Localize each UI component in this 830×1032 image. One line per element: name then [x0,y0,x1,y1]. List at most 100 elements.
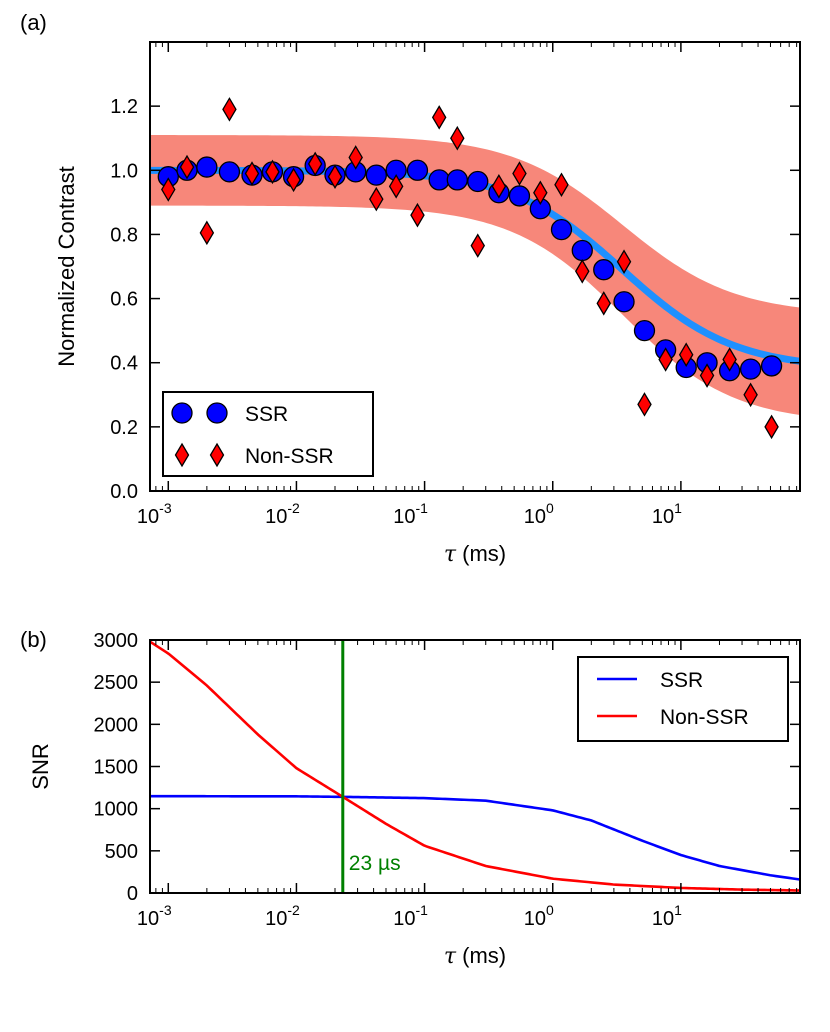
non-ssr-point [491,174,507,199]
ssr-point [467,170,489,193]
a-x-tick-label: 10-1 [393,500,428,528]
a-x-tick-exponent: -2 [287,500,300,516]
non-ssr-point [743,382,758,408]
b-x-tick-exponent: -2 [287,902,300,918]
non-ssr-point [699,363,715,388]
a-data-points [157,97,783,440]
panel-b: (b) 23 µs 10-3 10-2 10-1 100 101050010001500… [20,627,801,969]
a-y-axis-label: Normalized Contrast [54,166,79,367]
ssr-point [593,259,615,281]
ssr-point [365,164,387,186]
a-y-tick-label: 0.2 [110,417,138,439]
b-legend-non-ssr-label: Non-SSR [660,706,749,729]
ssr-point [508,185,531,207]
non-ssr-point [512,161,527,186]
a-x-tick-exponent: -1 [415,500,428,516]
non-ssr-point [307,151,323,177]
non-ssr-point [637,392,652,417]
b-y-tick-label: 1500 [94,757,139,779]
a-x-tick-label: 100 [524,500,554,528]
b-x-tick-label: 10-3 [137,902,172,930]
ssr-point [196,156,218,178]
non-ssr-point [410,202,425,228]
b-x-tick-label: 101 [652,902,682,930]
b-ssr-line [150,794,800,881]
a-y-tick-label: 1.0 [110,160,138,182]
non-ssr-point [388,174,404,199]
ssr-point [406,159,429,181]
b-legend-ssr-label: SSR [660,669,703,692]
non-ssr-point [222,97,237,122]
a-legend-non-ssr-marker-1 [174,442,190,468]
ssr-point [571,239,593,262]
non-ssr-point [678,342,694,367]
non-ssr-point [286,167,301,193]
b-y-tick-label: 3000 [94,630,139,652]
ssr-point [633,319,656,342]
b-series-lines: 23 µs [150,640,800,893]
non-ssr-point [348,145,363,170]
a-legend-ssr-marker-2 [206,402,228,424]
ssr-point [550,218,573,241]
a-x-tick-label: 10-2 [265,500,300,528]
b-y-tick-label: 2000 [94,714,139,736]
a-x-tick-label: 101 [652,500,682,528]
b-x-tick-exponent: -1 [415,902,428,918]
b-non-ssr-line [150,640,800,892]
panel-b-label: (b) [20,627,47,652]
a-x-tick-label: 10-3 [137,500,172,528]
non-ssr-point [369,186,384,212]
non-ssr-point [327,164,343,189]
non-ssr-point [658,347,673,372]
ssr-point [739,358,762,380]
non-ssr-point [554,172,569,197]
a-legend-ssr-marker-1 [171,402,193,424]
non-ssr-point [596,291,611,316]
ssr-point [428,169,450,191]
a-y-tick-label: 0.8 [110,224,138,246]
b-x-tick-exponent: -3 [159,902,172,918]
ssr-point [218,161,241,183]
non-ssr-point [179,154,195,180]
b-x-tick-label: 10-2 [265,902,300,930]
non-ssr-point [199,220,215,246]
non-ssr-point [161,177,176,202]
ssr-point [760,355,783,377]
a-frame [149,41,801,492]
a-legend-ssr-label: SSR [245,403,288,426]
b-x-axis-label: τ (ms) [444,943,506,969]
non-ssr-point [450,125,465,151]
b-x-tick-label: 10-1 [393,902,428,930]
ssr-point [613,291,635,313]
ssr-point [446,169,468,191]
a-y-tick-label: 1.2 [110,96,138,118]
b-y-tick-label: 2500 [94,672,139,694]
b-y-tick-label: 500 [105,841,138,863]
a-y-tick-label: 0.6 [110,289,138,311]
b-legend-box [577,656,789,742]
panel-a: (a) 10-3 10-2 10-1 100 101 0.0 0.2 0.4 0.6 0.8 1.0… [20,10,801,567]
b-y-tick-label: 0 [127,883,138,905]
non-ssr-point [764,414,779,440]
b-legend: SSR Non-SSR [577,656,789,742]
panel-a-label: (a) [20,10,47,35]
b-x-tick-exponent: 0 [546,902,554,918]
a-x-tick-exponent: -3 [159,500,172,516]
non-ssr-point [431,105,447,130]
b-vline-label: 23 µs [349,852,401,875]
a-legend-non-ssr-label: Non-SSR [245,445,334,468]
a-y-tick-label: 0.0 [110,481,138,503]
a-legend-non-ssr-marker-2 [209,442,225,468]
b-y-tick-label: 1000 [94,799,139,821]
a-y-tick-label: 0.4 [110,353,138,375]
non-ssr-point [575,259,590,284]
a-x-tick-exponent: 1 [674,500,682,516]
non-ssr-point [533,180,548,206]
non-ssr-point [722,347,737,372]
a-x-axis-label: τ (ms) [444,541,506,567]
b-x-tick-exponent: 1 [674,902,682,918]
non-ssr-point [244,161,260,186]
b-y-axis-label: SNR [28,743,53,789]
b-x-tick-label: 100 [524,902,554,930]
